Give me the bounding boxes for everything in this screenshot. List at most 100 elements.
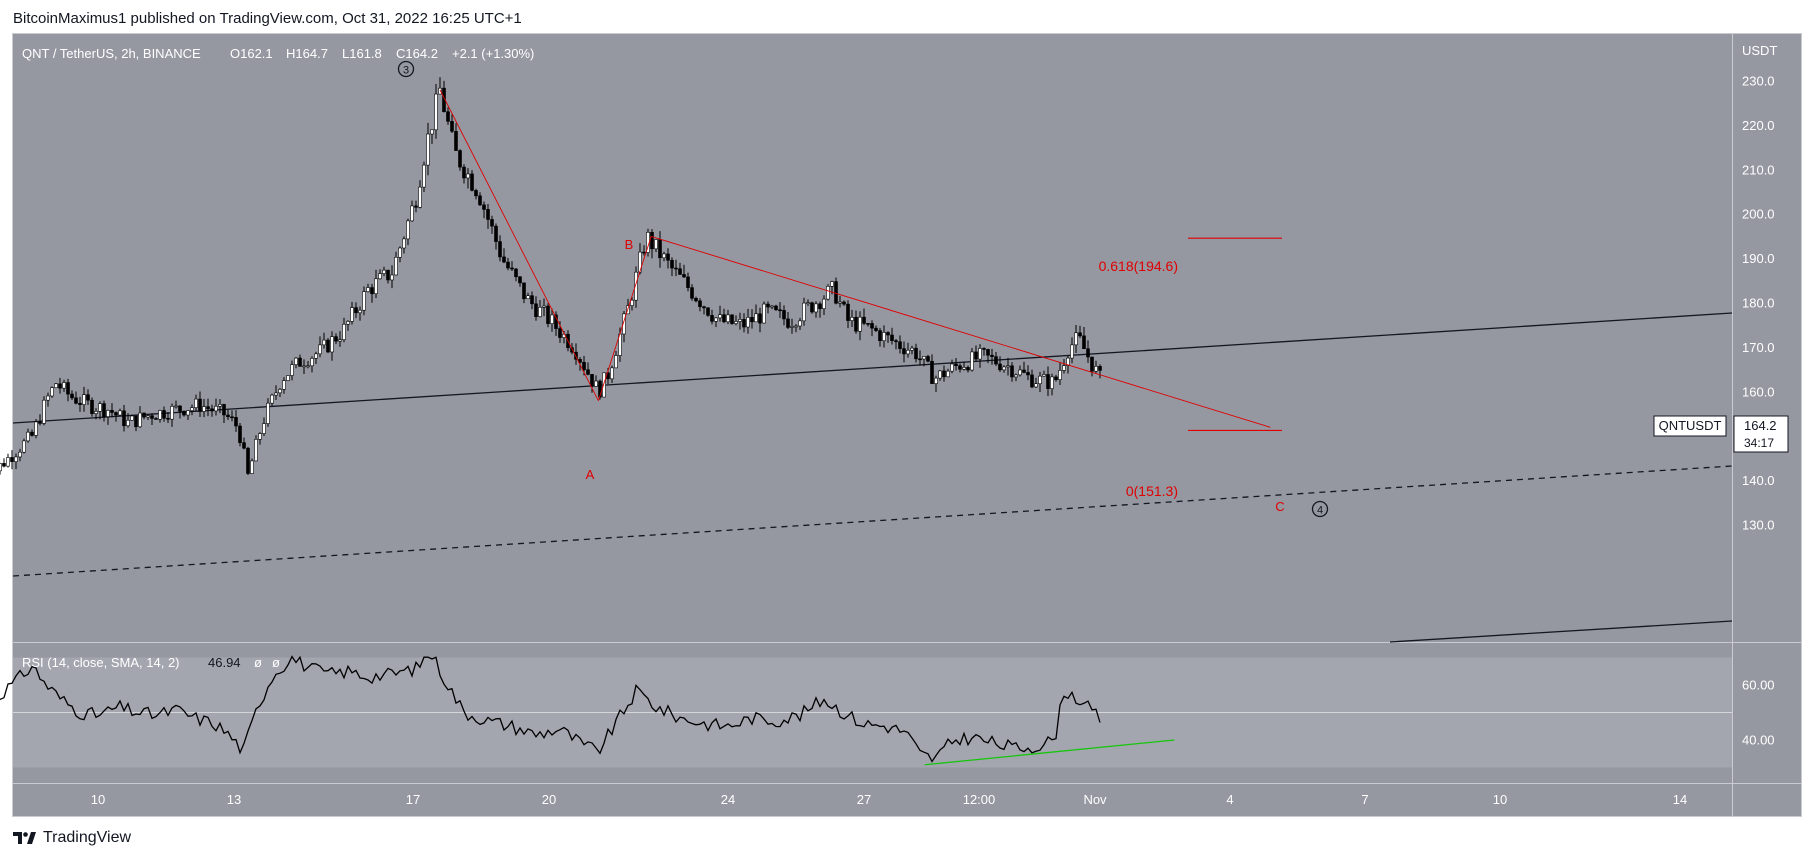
candle-body [42, 399, 46, 424]
candle-body [1082, 335, 1086, 350]
candle-body [374, 278, 378, 295]
ohlc-close: C164.2 [396, 46, 438, 61]
candle-body [422, 164, 426, 188]
candle-body [238, 425, 242, 443]
candle-body [850, 317, 854, 321]
candle-body [134, 415, 138, 428]
candle-body [662, 253, 666, 259]
ohlc-open: O162.1 [230, 46, 273, 61]
candle-body [794, 325, 798, 328]
candle-body [226, 414, 230, 418]
time-tick-label: 24 [721, 792, 735, 807]
publish-info: BitcoinMaximus1 published on TradingView… [13, 10, 522, 27]
candle-body [26, 431, 30, 442]
ohlc-legend: O162.1 H164.7 L161.8 C164.2 +2.1 (+1.30%… [230, 46, 534, 61]
candle-body [834, 281, 838, 304]
time-axis[interactable] [13, 784, 1732, 816]
candle-body [378, 273, 382, 280]
candle-body [746, 317, 750, 328]
candle-body [742, 319, 746, 328]
candle-body [1038, 375, 1042, 385]
symbol-tag-label: QNTUSDT [1659, 418, 1722, 433]
candle-body [314, 353, 318, 359]
candle-body [842, 301, 846, 305]
candle-body [62, 382, 66, 389]
candle-body [82, 394, 86, 405]
candle-body [922, 356, 926, 360]
candle-body [530, 295, 534, 305]
candle-body [722, 314, 726, 323]
price-tick-label: 180.0 [1742, 296, 1775, 311]
wave-4-marker: 4 [1311, 500, 1329, 518]
candle-body [702, 306, 706, 309]
candle-body [798, 320, 802, 327]
channel-lower-line [1389, 620, 1733, 643]
candle-body [894, 340, 898, 343]
candle-body [326, 339, 330, 353]
candle-body [994, 356, 998, 365]
candle-body [174, 405, 178, 408]
time-tick-label: 4 [1226, 792, 1233, 807]
candle-body [350, 307, 354, 322]
candle-body [986, 349, 990, 356]
candle-body [854, 317, 858, 332]
candle-body [382, 269, 386, 274]
channel-support-dashed [12, 465, 1733, 577]
rsi-value: 46.94 [208, 655, 241, 670]
candle-body [1094, 366, 1098, 372]
candle-body [182, 410, 186, 416]
candle-body [962, 367, 966, 370]
footer-brand: TradingView [43, 829, 132, 846]
candle-body [46, 395, 50, 401]
candle-body [1030, 374, 1034, 388]
candle-body [738, 319, 742, 322]
candle-body [726, 314, 730, 323]
candle-body [186, 410, 190, 416]
candle-body [690, 287, 694, 299]
candle-body [330, 336, 334, 353]
candle-body [1074, 332, 1078, 346]
candle-body [290, 364, 294, 376]
candle-body [438, 87, 442, 95]
candle-body [362, 291, 366, 311]
wave-3-marker: 3 [397, 60, 415, 78]
candle-body [490, 219, 494, 227]
candle-body [114, 412, 118, 416]
candle-body [866, 323, 870, 325]
candle-body [570, 347, 574, 353]
candle-body [630, 299, 634, 306]
candle-body [18, 451, 22, 458]
candle-body [110, 410, 114, 413]
candle-body [234, 417, 238, 427]
candle-body [90, 399, 94, 414]
wave-c-label: C [1275, 499, 1284, 514]
candle-body [698, 300, 702, 308]
candle-body [710, 315, 714, 322]
candle-body [22, 440, 26, 453]
candle-body [526, 295, 530, 300]
price-pane[interactable] [13, 34, 1732, 642]
candle-body [806, 302, 810, 305]
candle-body [902, 348, 906, 355]
candle-body [386, 269, 390, 281]
candle-body [934, 377, 938, 384]
candle-body [958, 365, 962, 370]
candle-body [514, 268, 518, 278]
candle-body [198, 398, 202, 412]
candle-body [822, 298, 826, 309]
candle-body [306, 365, 310, 368]
candle-body [910, 347, 914, 351]
candle-body [190, 407, 194, 411]
candle-body [522, 282, 526, 300]
candle-body [102, 403, 106, 417]
candle-body [1058, 370, 1062, 380]
candle-body [890, 334, 894, 341]
wave-a-label: A [586, 467, 595, 482]
candle-body [554, 314, 558, 329]
fib-levels-group [1188, 237, 1282, 432]
tradingview-logo-icon [13, 832, 36, 844]
candle-body [762, 303, 766, 324]
candle-body [590, 374, 594, 387]
candle-body [0, 463, 2, 472]
